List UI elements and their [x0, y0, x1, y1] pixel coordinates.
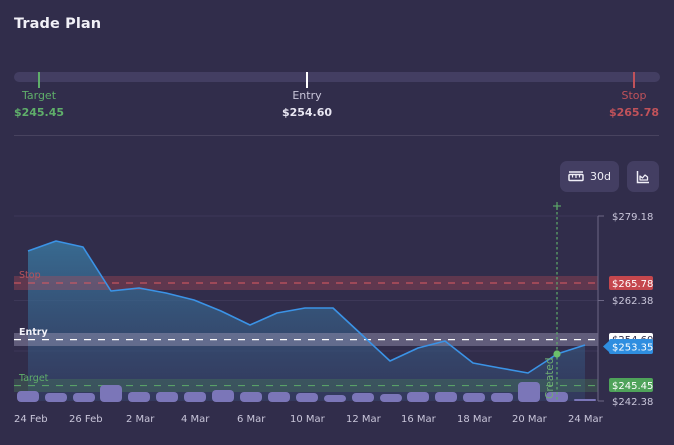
stop-value: $265.78 [608, 106, 660, 119]
price-chart[interactable]: Created Stop Entry Target $279.18 $262.3… [0, 195, 674, 445]
target-value: $245.45 [13, 106, 65, 119]
y-tick-mid: $262.38 [612, 296, 653, 307]
page-title: Trade Plan [14, 16, 102, 32]
stop-band [14, 276, 598, 290]
entry-label: Entry [292, 89, 322, 102]
x-tick: 2 Mar [126, 414, 155, 425]
created-label: Created [544, 357, 556, 399]
x-tick: 6 Mar [237, 414, 266, 425]
entry-marker [306, 72, 308, 88]
period-button[interactable]: 30d [560, 161, 619, 192]
x-tick: 4 Mar [181, 414, 210, 425]
stop-marker [633, 72, 635, 88]
price-area [28, 241, 585, 401]
x-tick: 26 Feb [69, 414, 103, 425]
volume-bars [17, 382, 596, 402]
area-chart-icon [636, 170, 649, 183]
x-tick: 24 Feb [14, 414, 48, 425]
target-price-tag: $245.45 [609, 378, 653, 392]
y-tick-bottom: $242.38 [612, 397, 653, 408]
x-axis: 24 Feb 26 Feb 2 Mar 4 Mar 6 Mar 10 Mar 1… [14, 414, 604, 425]
ruler-icon [568, 170, 584, 181]
stop-price-tag: $265.78 [609, 276, 653, 290]
svg-text:$265.78: $265.78 [612, 279, 653, 290]
target-band [14, 379, 598, 392]
x-tick: 10 Mar [290, 414, 326, 425]
entry-level-label: Entry [19, 327, 48, 338]
created-marker: Created [544, 202, 561, 400]
current-price-tag: $253.35 [603, 339, 653, 354]
target-label: Target [21, 89, 57, 102]
svg-text:$253.35: $253.35 [612, 343, 653, 354]
x-tick: 18 Mar [457, 414, 493, 425]
section-divider [14, 135, 659, 136]
svg-text:$245.45: $245.45 [612, 381, 653, 392]
target-marker [38, 72, 40, 88]
stop-label: Stop [621, 89, 647, 102]
stop-level-label: Stop [19, 270, 41, 281]
y-tick-top: $279.18 [612, 212, 653, 223]
target-level-label: Target [18, 373, 49, 384]
x-tick: 12 Mar [346, 414, 382, 425]
y-axis: $279.18 $262.38 $242.38 [597, 212, 653, 408]
x-tick: 16 Mar [401, 414, 437, 425]
price-range-track [14, 72, 660, 82]
chart-type-button[interactable] [627, 161, 659, 192]
price-line [27, 240, 586, 374]
period-label: 30d [590, 170, 611, 183]
x-tick: 24 Mar [568, 414, 604, 425]
entry-value: $254.60 [281, 106, 333, 119]
x-tick: 20 Mar [512, 414, 548, 425]
entry-band [14, 333, 598, 346]
